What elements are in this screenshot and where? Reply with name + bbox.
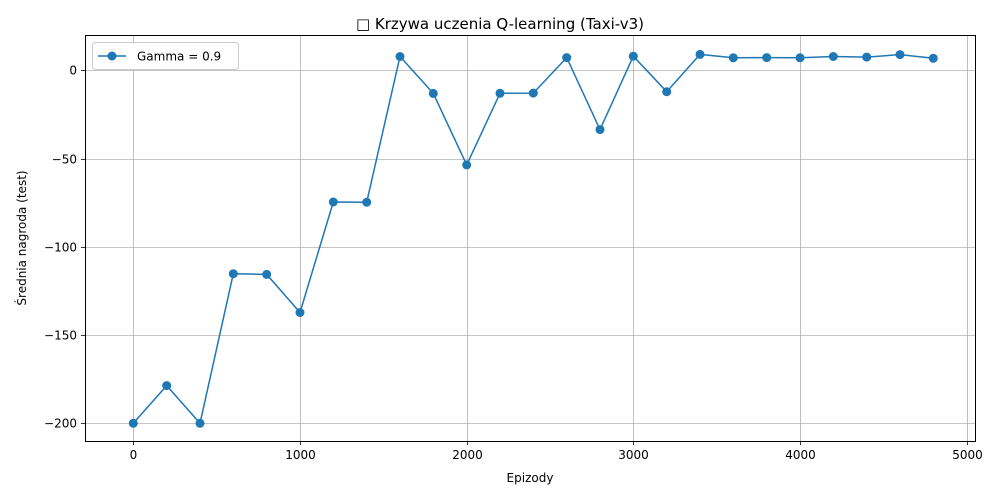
y-tick-label: −50	[52, 153, 77, 167]
data-point	[828, 52, 838, 61]
x-tick-label: 5000	[952, 448, 983, 462]
data-point	[662, 87, 672, 97]
x-tick-label: 0	[130, 448, 138, 462]
data-point	[428, 88, 438, 98]
data-point	[262, 269, 272, 279]
data-point	[462, 160, 472, 170]
x-tick-label: 1000	[285, 448, 316, 462]
data-point	[495, 88, 505, 98]
y-tick-label: 0	[69, 64, 77, 78]
data-point	[595, 125, 605, 135]
data-point	[162, 381, 172, 391]
data-point	[895, 50, 905, 60]
series-line-gamma	[132, 53, 934, 425]
data-point	[328, 197, 338, 207]
y-tick-label: −100	[44, 241, 77, 255]
data-point	[762, 53, 772, 63]
data-point	[528, 88, 538, 98]
data-point	[728, 53, 738, 63]
grid	[85, 35, 975, 441]
data-point	[295, 308, 305, 317]
plot-frame	[85, 35, 976, 442]
legend-label-gamma: Gamma = 0.9	[137, 50, 221, 64]
legend: Gamma = 0.9	[92, 42, 239, 70]
x-axis-ticks: 0 1000 2000 3000 4000 5000	[130, 441, 983, 462]
x-tick-label: 4000	[785, 448, 816, 462]
chart-title: □ Krzywa uczenia Q-learning (Taxi-v3)	[356, 15, 644, 33]
data-point	[395, 52, 405, 61]
y-axis-ticks: −200 −150 −100 −50 0	[44, 64, 85, 431]
data-point	[628, 51, 638, 61]
data-point	[795, 53, 805, 63]
legend-marker-gamma	[107, 51, 117, 61]
y-axis-label: Średnia nagroda (test)	[14, 170, 29, 305]
data-point	[928, 53, 938, 63]
data-point	[128, 418, 138, 428]
legend-box	[92, 42, 239, 70]
data-point	[862, 52, 872, 62]
series-layer	[128, 49, 938, 428]
data-point	[228, 269, 238, 279]
data-point	[195, 418, 205, 428]
y-tick-label: −150	[44, 329, 77, 343]
data-point	[695, 49, 705, 59]
x-axis-label: Epizody	[507, 471, 554, 485]
data-point	[562, 53, 572, 63]
x-tick-label: 3000	[618, 448, 649, 462]
x-tick-label: 2000	[452, 448, 483, 462]
y-tick-label: −200	[44, 417, 77, 431]
data-point	[362, 197, 372, 207]
